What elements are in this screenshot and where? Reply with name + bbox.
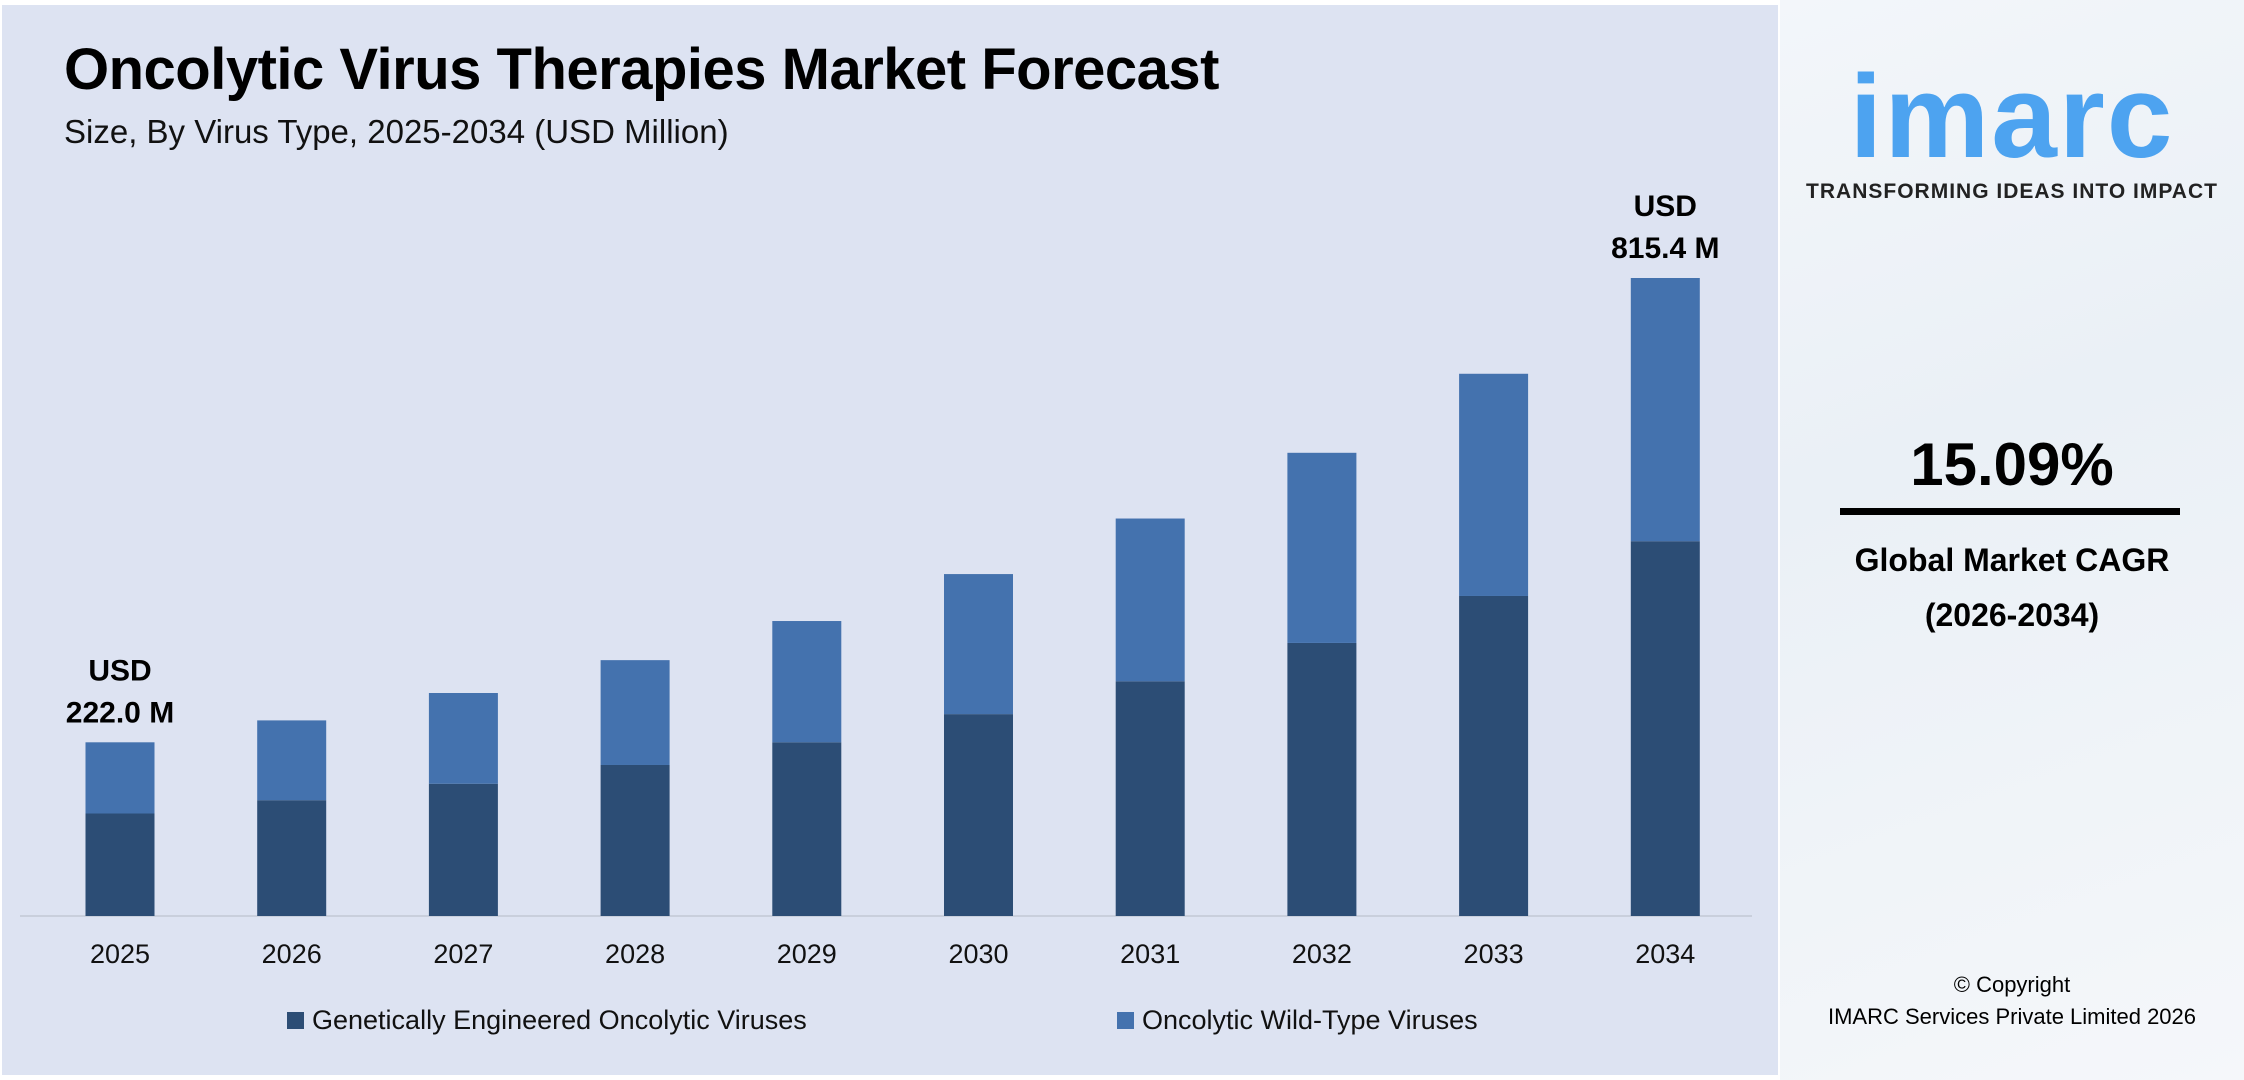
x-tick-label: 2030 [948,939,1008,969]
bar-genetically-engineered-2034 [1630,541,1700,916]
bar-wild-type-2030 [944,574,1013,715]
x-tick-label: 2025 [90,939,150,969]
stacked-bar-chart: 2025 2026 2027 2028 2029 2030 2031 2032 2033 2034… [20,190,1752,969]
legend-swatch [287,1012,304,1029]
copyright-line1: © Copyright [1953,972,2071,997]
bar-genetically-engineered-2032 [1287,642,1357,916]
bar-wild-type-2029 [772,621,842,743]
cagr-label: Global Market CAGR [1854,542,2170,578]
bar-genetically-engineered-2028 [600,764,670,916]
bar-genetically-engineered-2026 [257,800,327,916]
bar-wild-type-2027 [428,693,498,784]
x-tick-label: 2034 [1635,939,1695,969]
x-tick-label: 2028 [605,939,665,969]
cagr-value: 15.09% [1910,431,2114,498]
legend-swatch [1117,1012,1134,1029]
copyright-line2: IMARC Services Private Limited 2026 [1827,1004,2197,1029]
legend-item-wild-type: Oncolytic Wild-Type Viruses [1117,1005,1478,1036]
bar-genetically-engineered-2029 [772,742,842,916]
data-label-value: 815.4 M [1611,232,1719,265]
chart-subtitle: Size, By Virus Type, 2025-2034 (USD Mill… [64,113,729,150]
data-label-usd: USD [88,654,151,687]
x-tick-label: 2033 [1464,939,1524,969]
bar-wild-type-2025 [85,742,155,814]
data-label-usd: USD [1634,190,1697,223]
legend-item-genetically-engineered: Genetically Engineered Oncolytic Viruses [287,1005,807,1036]
divider [1840,508,2180,515]
cagr-period: (2026-2034) [1924,597,2100,633]
bar-wild-type-2028 [600,660,670,765]
x-tick-label: 2027 [433,939,493,969]
bar-genetically-engineered-2027 [428,783,498,916]
x-tick-label: 2031 [1120,939,1180,969]
legend-label: Genetically Engineered Oncolytic Viruses [312,1005,807,1035]
bar-wild-type-2033 [1459,373,1529,596]
imarc-logo: imarc [1849,51,2175,183]
bar-genetically-engineered-2033 [1459,595,1529,916]
chart-title: Oncolytic Virus Therapies Market Forecas… [64,37,1220,102]
bar-genetically-engineered-2025 [85,813,155,916]
bar-wild-type-2026 [257,720,327,801]
bar-wild-type-2032 [1287,452,1357,643]
data-label-value: 222.0 M [66,696,174,729]
legend-label: Oncolytic Wild-Type Viruses [1142,1005,1478,1035]
x-tick-label: 2026 [262,939,322,969]
bar-wild-type-2031 [1115,518,1185,682]
side-panel: imarc TRANSFORMING IDEAS INTO IMPACT 15.… [1780,0,2244,1080]
bar-wild-type-2034 [1630,278,1700,542]
bar-genetically-engineered-2031 [1115,681,1185,916]
x-tick-label: 2032 [1292,939,1352,969]
brand-tagline: TRANSFORMING IDEAS INTO IMPACT [1806,180,2218,203]
x-tick-label: 2029 [777,939,837,969]
bar-genetically-engineered-2030 [944,714,1013,916]
